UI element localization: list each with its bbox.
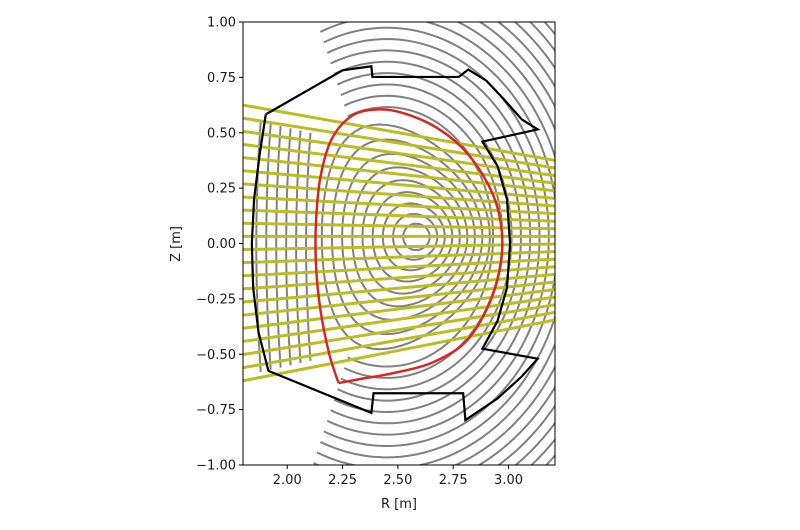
sightline bbox=[243, 208, 555, 223]
sightline bbox=[243, 303, 555, 357]
separatrix-curve bbox=[314, 108, 504, 385]
y-tick-label: −0.25 bbox=[196, 292, 236, 307]
y-axis-ticks: 1.00 0.75 0.50 0.25 0.00 −0.25 −0.50 −0.75 −1.00 bbox=[196, 16, 243, 474]
y-tick-label: −0.75 bbox=[196, 403, 236, 418]
flux-contour-open bbox=[316, 22, 555, 465]
y-tick-label: −0.50 bbox=[196, 348, 236, 363]
sightline bbox=[243, 103, 555, 162]
sightline bbox=[243, 242, 555, 252]
sightline bbox=[243, 116, 555, 170]
sightline bbox=[243, 318, 555, 383]
x-tick-label: 2.50 bbox=[383, 473, 412, 488]
x-tick-label: 2.25 bbox=[328, 473, 357, 488]
sightline bbox=[243, 195, 555, 216]
y-tick-label: 0.00 bbox=[207, 237, 236, 252]
sightline bbox=[243, 280, 555, 317]
sightline bbox=[243, 221, 555, 231]
x-tick-label: 3.00 bbox=[494, 473, 523, 488]
y-tick-label: 1.00 bbox=[207, 16, 236, 31]
sightline bbox=[243, 272, 555, 304]
sightline bbox=[243, 257, 555, 278]
vessel-wall bbox=[250, 65, 541, 422]
flux-contour-open bbox=[319, 22, 555, 459]
x-axis-ticks: 2.00 2.25 2.50 2.75 3.00 bbox=[273, 465, 523, 488]
sightline bbox=[243, 310, 555, 370]
sightline bbox=[243, 169, 555, 200]
sightline bbox=[243, 265, 555, 291]
x-axis-label: R [m] bbox=[381, 497, 417, 512]
sightline bbox=[243, 182, 555, 208]
sightline bbox=[243, 129, 555, 178]
sightline bbox=[243, 142, 555, 185]
y-tick-label: 0.25 bbox=[207, 182, 236, 197]
diagnostic-sightlines bbox=[243, 103, 555, 383]
flux-contour-open bbox=[323, 26, 555, 447]
flux-contour-open bbox=[305, 132, 312, 361]
x-tick-label: 2.00 bbox=[273, 473, 302, 488]
flux-contour-open bbox=[295, 130, 302, 364]
sightline bbox=[243, 288, 555, 330]
x-tick-label: 2.75 bbox=[439, 473, 468, 488]
y-axis-label: Z [m] bbox=[169, 226, 184, 262]
y-tick-label: 0.75 bbox=[207, 71, 236, 86]
y-tick-label: 0.50 bbox=[207, 126, 236, 141]
y-tick-label: −1.00 bbox=[196, 459, 236, 474]
